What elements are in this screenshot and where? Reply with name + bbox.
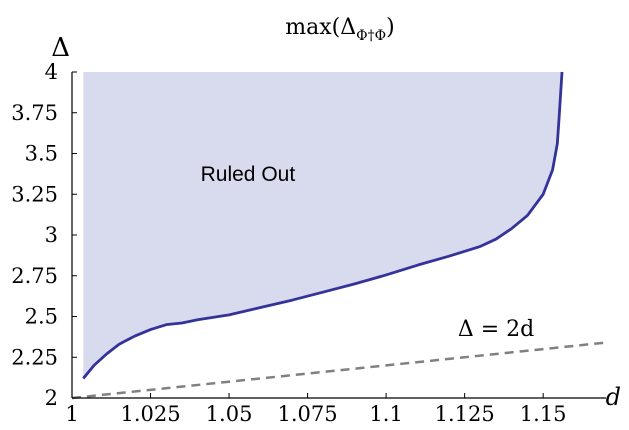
y-tick-label: 2.75 (11, 264, 58, 288)
y-tick-label: 3.25 (11, 182, 58, 206)
y-tick-label: 3.75 (11, 101, 58, 125)
x-tick-label: 1.025 (120, 402, 180, 426)
x-tick-label: 1.125 (435, 402, 495, 426)
chart-title-sub: Φ†Φ (356, 28, 386, 44)
ruled-out-annotation: Ruled Out (201, 163, 296, 186)
delta-2d-annotation: Δ = 2d (458, 317, 534, 342)
y-tick-label: 3.5 (25, 142, 58, 166)
delta-2d-line (71, 341, 607, 400)
x-tick-label: 1.1 (369, 402, 402, 426)
boundary-curve (82, 71, 564, 380)
x-tick-label: 1 (65, 402, 78, 426)
y-tick-label: 4 (45, 60, 58, 84)
chart-title-main: max(Δ (285, 15, 356, 40)
ruled-out-region (83, 72, 563, 379)
y-tick-label: 2.5 (25, 305, 58, 329)
y-axis-label: Δ (51, 33, 70, 63)
plot-area (71, 71, 607, 400)
y-tick-label: 3 (45, 223, 58, 247)
x-axis-label: d (606, 383, 621, 411)
chart-title-close: ) (386, 15, 395, 40)
ticks: 1 1.025 1.05 1.075 1.1 1.125 1.15 2 2.25 2.5 2.75 3… (11, 60, 566, 426)
x-tick-label: 1.05 (206, 402, 253, 426)
x-tick-label: 1.075 (278, 402, 338, 426)
y-tick-label: 2 (45, 386, 58, 410)
x-tick-label: 1.15 (520, 402, 567, 426)
chart-title: max(ΔΦ†Φ) (285, 15, 394, 44)
y-tick-label: 2.25 (11, 345, 58, 369)
